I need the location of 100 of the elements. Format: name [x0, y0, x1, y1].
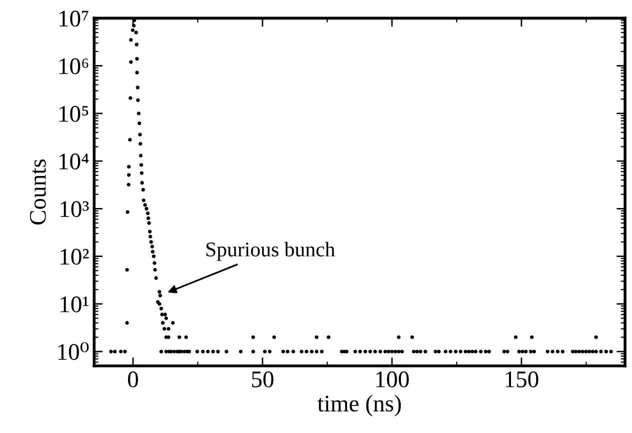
- point: [470, 350, 474, 354]
- point: [211, 350, 215, 354]
- point: [550, 350, 554, 354]
- point: [394, 350, 398, 354]
- point: [484, 350, 488, 354]
- point: [164, 316, 168, 320]
- point: [129, 38, 133, 42]
- point: [136, 86, 140, 90]
- point: [390, 350, 394, 354]
- point: [140, 171, 144, 175]
- point: [138, 154, 143, 158]
- point: [262, 350, 267, 354]
- point: [195, 350, 200, 354]
- point: [238, 350, 243, 354]
- point: [113, 350, 117, 354]
- point: [146, 211, 150, 216]
- point: [353, 350, 358, 354]
- point: [437, 350, 441, 354]
- point: [474, 350, 478, 354]
- point: [130, 28, 135, 32]
- point: [386, 350, 390, 354]
- point: [201, 350, 205, 354]
- x-tick-label: 100: [376, 371, 409, 388]
- point: [272, 335, 276, 340]
- point: [216, 350, 220, 354]
- point: [178, 335, 182, 340]
- point: [415, 350, 419, 354]
- point: [138, 132, 142, 136]
- point: [134, 42, 138, 46]
- point: [136, 112, 141, 116]
- y-tick-label: 10⁷: [60, 10, 88, 27]
- y-tick-label: 10³: [60, 201, 89, 218]
- point: [590, 350, 595, 354]
- point: [458, 350, 462, 354]
- y-tick-label: 10²: [60, 248, 89, 265]
- point: [127, 164, 131, 169]
- point: [418, 350, 422, 354]
- point: [125, 321, 129, 325]
- point: [556, 350, 560, 354]
- point: [434, 350, 438, 354]
- point: [129, 60, 133, 64]
- point: [358, 350, 362, 354]
- point: [172, 350, 176, 354]
- point: [153, 268, 157, 272]
- point: [109, 350, 113, 354]
- point: [166, 335, 170, 340]
- point: [147, 221, 151, 225]
- point: [291, 350, 296, 354]
- point: [171, 321, 175, 325]
- point: [528, 350, 533, 354]
- point: [140, 180, 144, 185]
- y-tick-label: 10⁰: [58, 342, 89, 360]
- point: [517, 350, 521, 354]
- point: [148, 230, 152, 234]
- point: [162, 326, 166, 331]
- point: [410, 335, 414, 340]
- point: [514, 335, 518, 340]
- point: [159, 350, 164, 354]
- point: [224, 350, 228, 354]
- point: [570, 350, 575, 354]
- point: [363, 350, 368, 354]
- y-tick-label: 10⁵: [60, 106, 88, 122]
- point: [506, 350, 510, 354]
- point: [320, 350, 324, 354]
- point: [138, 142, 142, 146]
- point: [126, 182, 130, 186]
- point: [532, 350, 536, 354]
- point: [574, 350, 578, 354]
- point: [304, 350, 308, 354]
- point: [594, 350, 598, 354]
- point: [396, 335, 401, 340]
- point: [158, 294, 162, 298]
- point: [467, 350, 471, 354]
- point: [125, 268, 129, 272]
- point: [268, 350, 272, 354]
- point: [182, 350, 186, 354]
- point: [159, 306, 164, 310]
- point: [126, 210, 130, 214]
- point: [560, 350, 564, 354]
- point: [123, 350, 127, 354]
- point: [136, 98, 140, 102]
- point: [128, 138, 132, 142]
- point: [487, 350, 491, 354]
- point: [152, 254, 156, 258]
- point: [378, 350, 382, 354]
- point: [148, 234, 152, 238]
- point: [400, 350, 404, 354]
- y-tick-label: 10⁴: [60, 154, 89, 170]
- point: [584, 350, 588, 354]
- point: [464, 350, 468, 354]
- x-tick-label: 150: [506, 371, 538, 388]
- point: [142, 198, 146, 202]
- y-tick-label: 10⁶: [60, 58, 88, 74]
- point: [150, 250, 155, 254]
- point: [139, 163, 144, 167]
- point: [314, 335, 318, 340]
- point: [524, 350, 528, 354]
- point: [154, 276, 158, 280]
- point: [580, 350, 584, 354]
- point: [135, 70, 139, 74]
